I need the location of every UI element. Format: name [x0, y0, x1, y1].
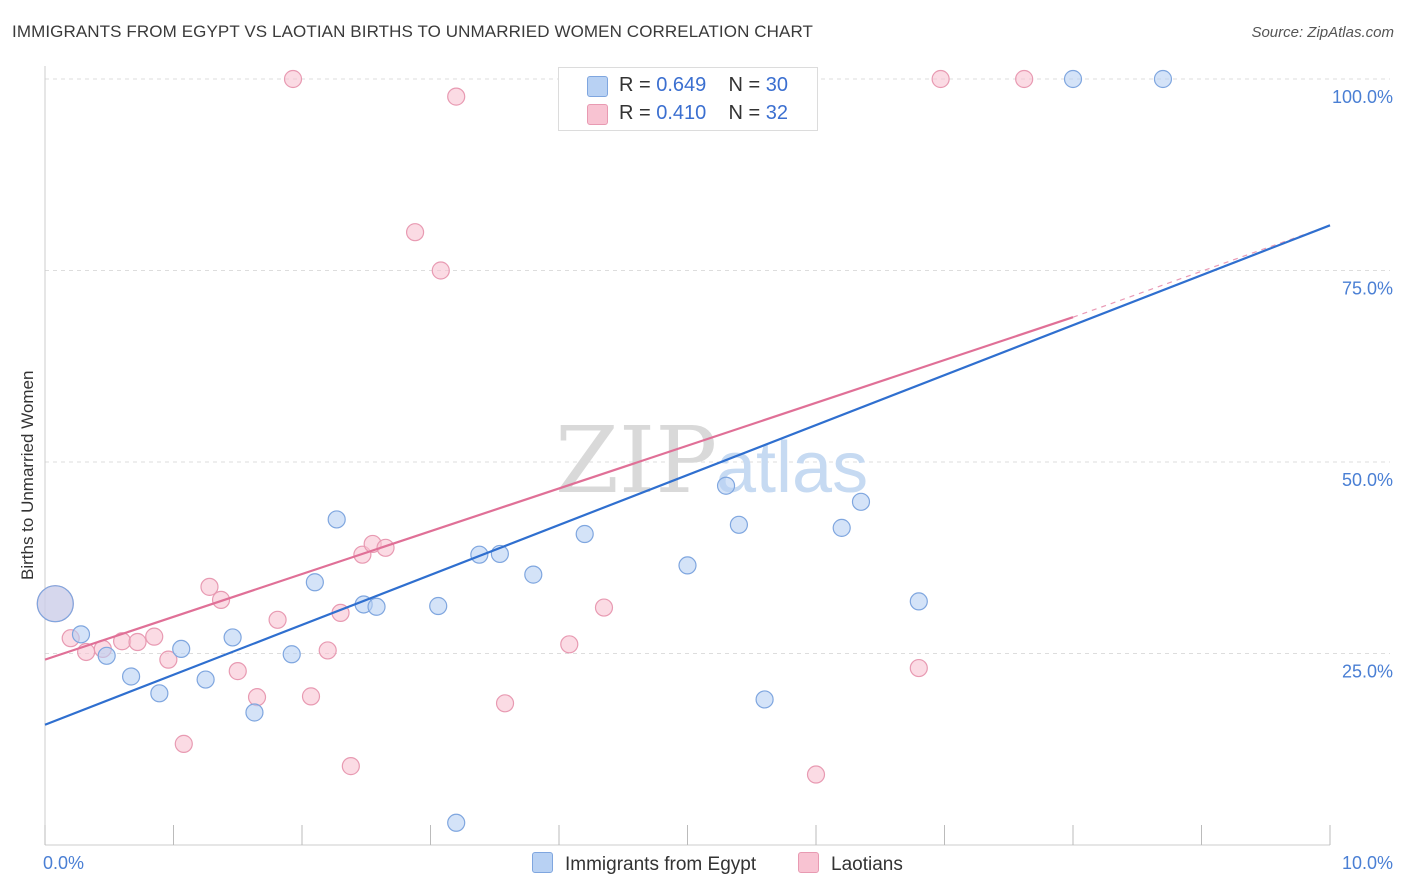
y-tick-label: 100.0% [1332, 87, 1393, 107]
egypt-point [678, 556, 697, 575]
laotians-point [174, 734, 193, 753]
egypt-point [71, 625, 91, 644]
watermark-zip: ZIP [555, 407, 717, 514]
egypt-point [305, 573, 324, 592]
laotians-point [301, 687, 321, 706]
laotians-point [806, 765, 826, 784]
egypt-point [832, 518, 851, 537]
egypt-point [909, 592, 928, 611]
egypt-point [121, 667, 141, 686]
r-label: R = [619, 102, 657, 124]
laotians-trend-extension [1072, 224, 1331, 318]
laotians-point [560, 635, 579, 654]
laotians-point [318, 641, 337, 660]
egypt-point [716, 476, 736, 495]
watermark-atlas: atlas [716, 428, 868, 508]
n-value-laotians: 32 [765, 102, 789, 124]
egypt-legend-swatch [532, 852, 553, 873]
r-label: R = [619, 74, 657, 96]
egypt-point [282, 645, 301, 664]
n-label: N = [728, 74, 766, 96]
laotians-point [283, 69, 303, 89]
egypt-point [245, 703, 264, 722]
n-label: N = [728, 102, 766, 124]
laotians-point [1015, 69, 1034, 89]
egypt-trend-line [44, 224, 1331, 726]
egypt-point [851, 492, 871, 511]
laotians-legend-swatch [798, 852, 819, 873]
laotians-legend-label: Laotians [831, 854, 903, 875]
n-value-egypt: 30 [765, 74, 789, 96]
correlation-legend: R = 0.649 N = 30 R = 0.410 N = 32 [558, 67, 818, 131]
laotians-point [405, 223, 425, 242]
egypt-point [447, 813, 466, 832]
source-label: Source: ZipAtlas.com [1251, 24, 1394, 41]
laotians-point [247, 688, 267, 707]
y-tick-label: 50.0% [1342, 470, 1393, 490]
legend-text-laotians: R = 0.410 N = 32 [619, 102, 788, 125]
egypt-point [729, 515, 749, 534]
laotians-point [909, 658, 928, 678]
egypt-point [97, 646, 116, 665]
egypt-point [196, 670, 215, 689]
laotians-point [128, 632, 147, 652]
legend-text-egypt: R = 0.649 N = 30 [619, 74, 788, 97]
laotians-points [36, 69, 1034, 784]
egypt-point [524, 565, 543, 584]
y-tick-label: 25.0% [1342, 662, 1393, 682]
egypt-points [36, 69, 1173, 832]
bottom-legend-egypt: Immigrants from Egypt [532, 852, 756, 876]
x-tick-label: 10.0% [1342, 853, 1393, 873]
laotians-trend-line [44, 316, 1074, 661]
r-value-egypt: 0.649 [656, 74, 707, 96]
laotians-point [268, 610, 287, 629]
laotians-point [495, 694, 515, 713]
chart-title: IMMIGRANTS FROM EGYPT VS LAOTIAN BIRTHS … [12, 22, 814, 41]
laotians-point [431, 261, 450, 280]
laotians-point [931, 69, 950, 89]
egypt-point [223, 628, 242, 647]
axes [44, 66, 1331, 846]
laotians-swatch [587, 104, 608, 125]
laotians-point [228, 662, 247, 681]
egypt-point [755, 690, 774, 709]
trend-lines [44, 224, 1331, 726]
egypt-point [1153, 69, 1173, 89]
egypt-legend-label: Immigrants from Egypt [565, 854, 757, 875]
laotians-point [159, 650, 178, 669]
laotians-point [447, 87, 466, 106]
egypt-point [327, 510, 346, 529]
watermark: ZIP atlas [555, 407, 868, 514]
egypt-swatch [587, 76, 608, 97]
egypt-point [367, 597, 386, 616]
laotians-point [376, 538, 395, 557]
egypt-point [172, 639, 191, 659]
grid [45, 78, 1390, 654]
egypt-point [1063, 69, 1083, 89]
egypt-point [575, 524, 594, 544]
egypt-point [150, 684, 169, 703]
laotians-point [594, 598, 614, 617]
tick-labels: 25.0% 50.0% 75.0% 100.0% 0.0% 10.0% [43, 87, 1393, 873]
x-tick-label: 0.0% [43, 853, 84, 873]
laotians-point [341, 757, 360, 776]
egypt-point [470, 545, 489, 564]
egypt-point [36, 585, 74, 623]
laotians-point [200, 577, 219, 596]
r-value-laotians: 0.410 [656, 102, 707, 124]
laotians-point [145, 627, 164, 646]
egypt-point [429, 596, 448, 616]
y-axis-label: Births to Unmarried Women [18, 370, 37, 580]
bottom-legend-laotians: Laotians [798, 852, 903, 876]
y-tick-label: 75.0% [1342, 279, 1393, 299]
